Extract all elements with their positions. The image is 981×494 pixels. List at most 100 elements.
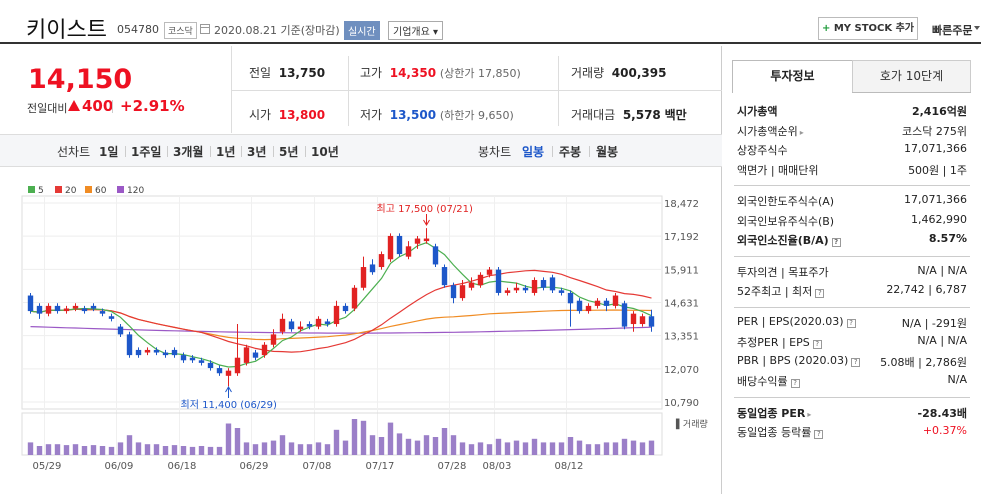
candle-body [351,287,358,309]
info-value: N/A | N/A [917,334,967,347]
candle-body [279,318,286,332]
volume-bar [495,438,502,455]
period-bar [0,134,722,167]
help-icon[interactable]: ? [831,238,841,247]
my-stock-add-button[interactable]: + MY STOCK 추가 [818,17,918,40]
base-date: 2020.08.21 기준(장마감) [214,24,340,37]
help-icon[interactable]: ? [790,379,800,388]
line-chart-label: 선차트 [57,145,91,159]
candle-body [648,316,655,327]
chart-pane [0,46,722,494]
candle-body [225,370,232,376]
chevron-right-icon[interactable]: ▸ [807,409,812,419]
tab-investment-info[interactable]: 투자정보 [732,60,853,93]
help-icon[interactable]: ? [815,289,825,298]
candle-body [612,295,619,306]
divider [348,56,349,126]
change-rate: +2.91% [120,97,185,115]
volume-bar [162,446,169,455]
help-icon[interactable]: ? [846,318,856,328]
candle-body [414,238,421,244]
stock-chart[interactable]: 18,472 17,192 15,911 14,631 13,351 12,070 10,7… [0,0,722,494]
help-icon[interactable]: ? [851,357,861,367]
volume-bar [252,444,259,455]
price-change: 400 [82,97,114,115]
candle-body [522,287,529,291]
period-1y[interactable]: 1년 [216,145,236,159]
candle-body [369,264,376,273]
volume-bar [126,435,133,455]
candle-body [324,321,331,325]
divider [734,396,970,398]
volume-bar [468,444,475,455]
volume-bar [171,445,178,455]
quick-order-button[interactable]: 빠른주문 [932,24,973,37]
period-1d[interactable]: 1일 [99,145,119,159]
info-key: 추정PER | EPS? [737,334,822,350]
stat-label: 저가 [360,108,383,122]
divider [112,100,113,113]
x-tick-label: 06/18 [168,461,197,472]
volume-bar [135,442,142,455]
info-value: N/A | -291원 [901,316,967,330]
stat-unit: 백만 [664,108,687,122]
period-5y[interactable]: 5년 [279,145,299,159]
x-tick-label: 07/28 [438,461,467,472]
y-tick-label: 18,472 [664,199,699,210]
volume-bar [117,442,124,455]
candle-body [126,334,133,356]
tab-order-book[interactable]: 호가 10단계 [852,60,971,93]
candle-body [252,352,259,358]
period-1w[interactable]: 1주일 [131,145,162,159]
info-value: 1,462,990 [911,212,967,226]
help-icon[interactable]: ? [812,340,822,349]
stock-name: 키이스트 [26,18,107,43]
divider [734,306,970,308]
candle-body [576,300,583,312]
info-row: 추정PER | EPS? N/A | N/A [737,334,967,352]
volume-bar [648,440,655,455]
volume-bar [621,438,628,455]
volume-bar [207,446,214,455]
candle-monthly[interactable]: 월봉 [596,145,619,159]
legend-swatch [117,186,124,193]
info-key: 시가총액 [737,105,778,118]
candle-body [180,355,187,361]
x-tick-label: 07/17 [366,461,395,472]
info-value: N/A [947,373,967,386]
volume-bar [315,442,322,455]
volume-bar [522,442,529,455]
ma5-line [30,242,652,368]
volume-bar [297,444,304,455]
divider [241,146,242,157]
chevron-down-icon: ▾ [433,27,439,38]
volume-bar [306,444,313,455]
volume-bar [234,428,241,455]
candle-weekly[interactable]: 주봉 [559,145,582,159]
realtime-button[interactable]: 실시간 [344,21,380,40]
period-3m[interactable]: 3개월 [173,145,204,159]
candle-body [387,235,394,260]
candle-body [135,349,142,356]
company-overview-select[interactable]: 기업개요 ▾ [388,21,444,40]
help-icon[interactable]: ? [814,430,824,439]
x-tick-label: 05/29 [33,461,62,472]
stat-value: 14,350 [389,66,437,80]
x-tick-label: 08/12 [555,461,584,472]
candle-body [585,305,592,312]
stat-label: 거래량 [571,66,605,80]
candle-body [342,305,349,312]
volume-bar [450,435,457,455]
chevron-right-icon[interactable]: ▸ [799,127,804,137]
y-tick-label: 13,351 [664,332,699,343]
period-3y[interactable]: 3년 [247,145,267,159]
volume-bar [396,433,403,455]
period-10y[interactable]: 10년 [311,145,339,159]
candle-daily[interactable]: 일봉 [522,145,545,159]
volume-bar [477,442,484,455]
stat-value: 400,395 [611,66,667,80]
candle-body [540,279,547,288]
candle-chart-label: 봉차트 [478,145,512,159]
x-tick-label: 06/29 [240,461,269,472]
legend-swatch [85,186,92,193]
